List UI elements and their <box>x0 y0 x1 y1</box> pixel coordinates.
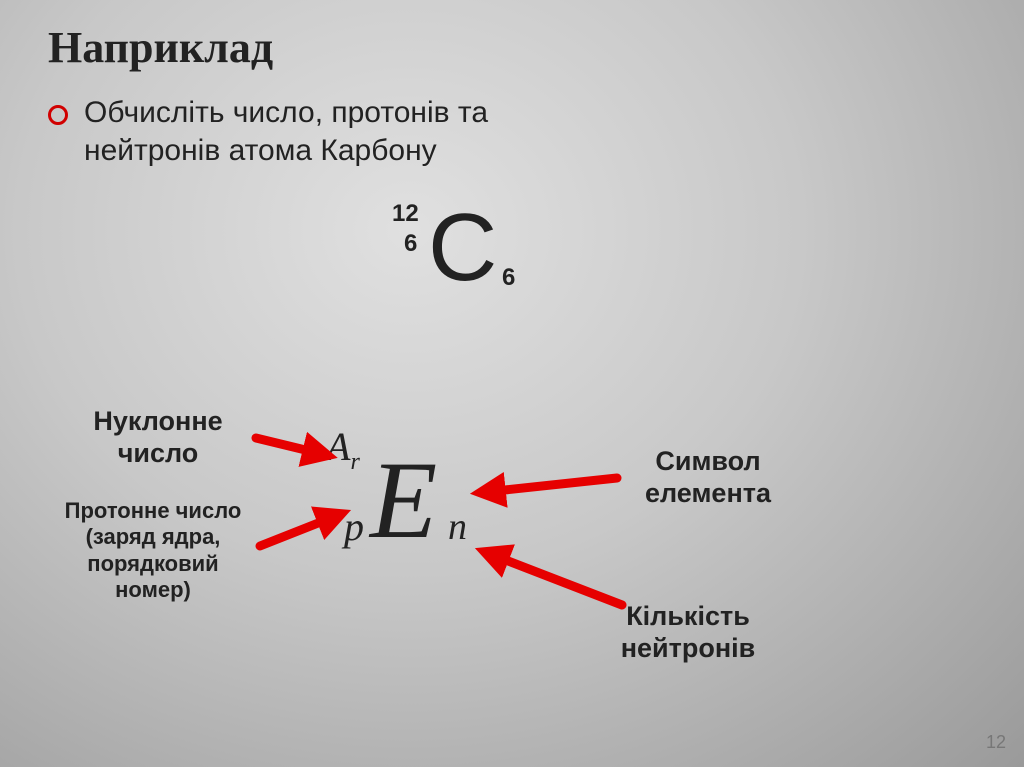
carbon-mass-number: 12 <box>392 200 419 228</box>
carbon-notation: 12 6 C 6 <box>428 200 497 296</box>
generic-mass-A: A <box>326 424 350 469</box>
generic-notation: Ar p E n <box>370 445 437 555</box>
generic-mass-r: r <box>350 449 359 475</box>
carbon-neutron-count: 6 <box>502 264 515 292</box>
generic-atomic-label: p <box>344 503 364 550</box>
bullet-icon <box>48 105 68 125</box>
generic-element-symbol: E <box>370 439 437 561</box>
proton-l2: (заряд ядра, <box>86 524 221 549</box>
task-text: Обчисліть число, протонів та нейтронів а… <box>84 94 488 169</box>
task-row: Обчисліть число, протонів та нейтронів а… <box>48 94 488 169</box>
nucleon-l2: число <box>118 438 199 468</box>
generic-mass-label: Ar <box>326 423 360 476</box>
page-number: 12 <box>986 732 1006 753</box>
carbon-atomic-number: 6 <box>404 230 417 258</box>
symbol-l1: Символ <box>655 446 760 476</box>
task-line-2: нейтронів атома Карбону <box>84 134 437 167</box>
neutron-label: Кількість нейтронів <box>588 600 788 665</box>
neutron-l2: нейтронів <box>621 633 756 663</box>
proton-label: Протонне число (заряд ядра, порядковий н… <box>38 498 268 604</box>
proton-l1: Протонне число <box>65 498 242 523</box>
task-line-1: Обчисліть число, протонів та <box>84 96 488 129</box>
page-title: Наприклад <box>48 22 273 73</box>
symbol-l2: елемента <box>645 478 771 508</box>
neutron-l1: Кількість <box>626 601 750 631</box>
symbol-label: Символ елемента <box>618 445 798 510</box>
proton-l4: номер) <box>115 577 191 602</box>
nucleon-label: Нуклонне число <box>58 405 258 470</box>
generic-neutron-label: n <box>448 505 467 549</box>
carbon-symbol: C <box>428 194 497 301</box>
proton-l3: порядковий <box>87 551 218 576</box>
nucleon-l1: Нуклонне <box>93 406 222 436</box>
